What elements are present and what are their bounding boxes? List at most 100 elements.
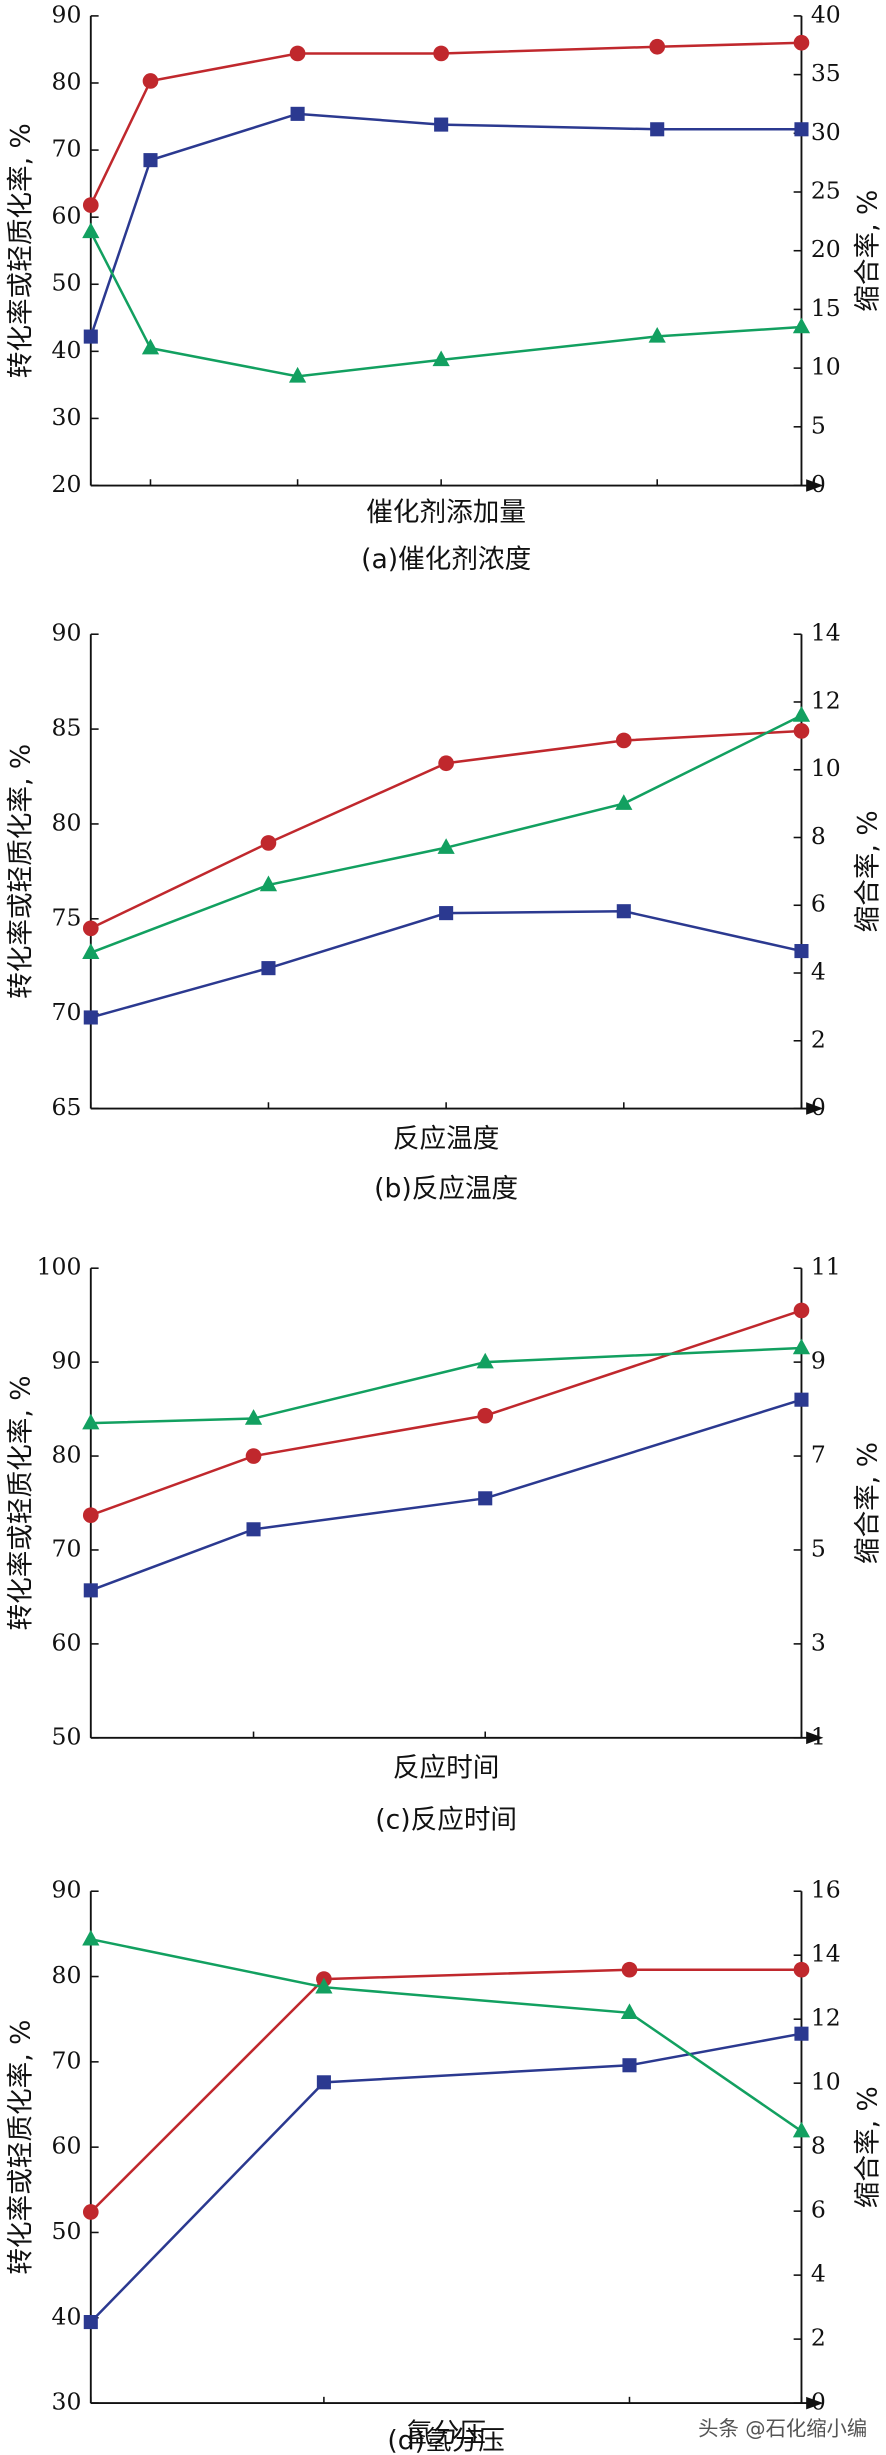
y2-tick-label: 11: [811, 1253, 841, 1281]
y2-axis-title: 缩合率, %: [852, 190, 883, 312]
marker: [83, 1010, 98, 1025]
x-axis-title: 催化剂添加量: [366, 497, 526, 528]
y2-tick-label: 25: [811, 177, 841, 205]
marker: [82, 197, 99, 213]
y-tick-label: 90: [52, 0, 82, 28]
marker: [289, 45, 306, 62]
watermark: 头条 @石化缩小编: [698, 2417, 867, 2441]
x-axis-arrow: [806, 479, 824, 492]
marker: [476, 1352, 494, 1369]
y-tick-label: 75: [52, 903, 82, 931]
marker: [792, 2121, 811, 2138]
marker: [793, 1961, 810, 1978]
caption: (b)反应温度: [374, 1173, 518, 1204]
series-line: [89, 41, 802, 206]
marker: [620, 2003, 639, 2020]
y-tick-label: 90: [52, 1876, 82, 1904]
y2-tick-label: 8: [811, 822, 826, 850]
marker: [649, 38, 666, 55]
marker: [82, 1929, 100, 1946]
x-axis-title: 氢分压: [406, 2418, 486, 2449]
y-tick-label: 80: [52, 67, 82, 95]
marker: [259, 875, 278, 892]
y2-tick-label: 2: [811, 1025, 826, 1053]
y2-tick-label: 0: [811, 1093, 826, 1121]
series-line: [89, 1968, 802, 2213]
y2-tick-label: 5: [811, 1534, 826, 1562]
marker: [316, 2075, 331, 2090]
marker: [794, 2026, 809, 2041]
marker: [82, 943, 100, 959]
y2-tick-label: 10: [811, 353, 841, 381]
marker: [246, 1522, 261, 1537]
caption: (a)催化剂浓度: [361, 544, 531, 575]
marker: [82, 2204, 99, 2220]
marker: [650, 122, 665, 137]
y2-tick-label: 20: [811, 235, 841, 263]
marker: [477, 1407, 494, 1424]
y-tick-label: 60: [52, 2132, 82, 2160]
series-line: [90, 1309, 802, 1517]
y2-tick-label: 15: [811, 294, 841, 322]
y2-tick-label: 6: [811, 2196, 826, 2224]
y-tick-label: 30: [52, 403, 82, 431]
y-axis-title: 转化率或轻质化率, %: [5, 1375, 36, 1630]
marker: [315, 1977, 333, 1994]
marker: [261, 961, 276, 976]
y2-tick-label: 30: [811, 118, 841, 146]
marker: [794, 122, 809, 137]
marker: [439, 906, 454, 921]
y-tick-label: 60: [52, 1628, 82, 1656]
x-axis-arrow: [806, 1731, 824, 1745]
marker: [437, 838, 455, 854]
marker: [288, 366, 307, 383]
marker: [82, 1507, 99, 1524]
marker: [83, 329, 98, 344]
y-tick-label: 50: [52, 1722, 82, 1750]
y-tick-label: 100: [37, 1253, 82, 1281]
marker: [792, 317, 811, 334]
marker: [615, 732, 632, 749]
marker: [792, 706, 811, 722]
marker: [622, 2058, 637, 2073]
y2-tick-label: 35: [811, 59, 841, 87]
marker: [245, 1448, 262, 1464]
marker: [142, 73, 159, 89]
y2-tick-label: 8: [811, 2132, 826, 2160]
series-line: [90, 909, 802, 1019]
marker: [432, 350, 450, 367]
y2-tick-label: 9: [811, 1347, 826, 1375]
marker: [82, 1413, 100, 1430]
series-line: [90, 1346, 802, 1425]
marker: [82, 920, 99, 937]
y2-tick-label: 16: [811, 1876, 841, 1904]
y2-tick-label: 14: [811, 1940, 841, 1968]
marker: [141, 338, 160, 355]
y-tick-label: 50: [52, 269, 82, 297]
y2-tick-label: 0: [811, 2388, 826, 2416]
marker: [615, 794, 633, 810]
series-line: [90, 1398, 802, 1592]
marker: [794, 944, 809, 959]
marker: [83, 2315, 98, 2330]
series-line: [89, 231, 802, 378]
y-axis-title: 转化率或轻质化率, %: [5, 123, 36, 378]
y2-tick-label: 4: [811, 958, 826, 986]
caption: (d)氢分压: [387, 2426, 504, 2455]
y2-tick-label: 0: [811, 470, 826, 498]
marker: [794, 1392, 809, 1407]
y2-tick-label: 1: [811, 1722, 826, 1750]
marker: [260, 835, 277, 851]
marker: [434, 117, 449, 132]
marker: [621, 1961, 638, 1978]
y2-tick-label: 7: [811, 1441, 826, 1469]
marker: [616, 904, 631, 919]
marker: [793, 1302, 810, 1319]
x-axis-arrow: [806, 1102, 824, 1115]
y-tick-label: 70: [52, 998, 82, 1026]
marker: [82, 222, 100, 239]
y-tick-label: 80: [52, 1441, 82, 1469]
y-tick-label: 70: [52, 2046, 82, 2074]
y-tick-label: 40: [52, 2302, 82, 2330]
